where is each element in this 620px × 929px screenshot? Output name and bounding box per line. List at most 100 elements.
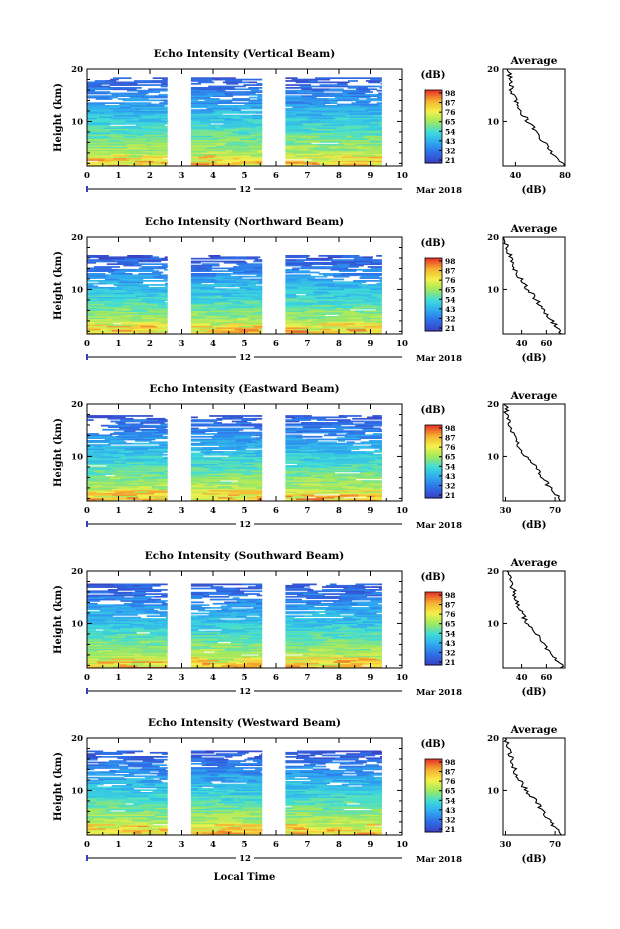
heatmap-cell <box>236 422 252 424</box>
heatmap-cell <box>160 829 168 832</box>
heatmap-cell <box>133 756 146 758</box>
heatmap-cell <box>113 584 134 587</box>
heatmap-cell <box>312 627 340 630</box>
heatmap-cell <box>125 810 145 812</box>
heatmap-cell <box>371 648 381 651</box>
heatmap-cell <box>236 438 261 441</box>
heatmap-cell <box>214 654 242 656</box>
heatmap-cell <box>229 491 257 494</box>
heatmap-cell <box>298 278 309 281</box>
heatmap-cell <box>326 163 344 165</box>
heatmap-cell <box>285 460 304 463</box>
heatmap-cell <box>190 459 202 462</box>
heatmap-cell <box>110 445 122 448</box>
heatmap-cell <box>110 160 135 163</box>
heatmap-cell <box>134 658 156 661</box>
heatmap-cell <box>318 772 341 775</box>
heatmap-cell <box>229 627 245 630</box>
heatmap-cell <box>151 469 160 471</box>
heatmap-cell <box>292 417 308 420</box>
heatmap-cell <box>328 821 351 823</box>
heatmap-cell <box>246 143 262 146</box>
heatmap-cell <box>285 455 305 458</box>
heatmap-cell <box>158 430 168 433</box>
heatmap-cell <box>140 456 165 459</box>
heatmap-cell <box>244 641 263 644</box>
heatmap-cell <box>87 643 103 645</box>
heatmap-cell <box>229 163 242 165</box>
heatmap-cell <box>308 442 319 445</box>
heatmap-cell <box>285 156 304 159</box>
colorbar-segment <box>425 93 442 97</box>
heatmap-cell <box>351 584 365 587</box>
heatmap-cell <box>225 329 240 332</box>
heatmap-cell <box>159 778 168 780</box>
heatmap-cell <box>299 488 319 491</box>
heatmap-cell <box>296 328 321 331</box>
heatmap-cell <box>334 304 363 307</box>
heatmap-cell <box>142 499 149 502</box>
heatmap-cell <box>87 161 103 164</box>
heatmap-cell <box>224 601 234 604</box>
heatmap-cell <box>328 605 352 608</box>
heatmap-cell <box>87 127 97 129</box>
heatmap-cell <box>322 89 348 92</box>
heatmap-cell <box>190 485 219 488</box>
heatmap-cell <box>144 783 155 786</box>
heatmap-cell <box>317 823 346 826</box>
colorbar-segment <box>425 99 442 102</box>
heatmap-cell <box>120 648 143 651</box>
heatmap-cell <box>105 792 118 794</box>
heatmap-cell <box>353 790 371 793</box>
heatmap-cell <box>122 132 139 135</box>
heatmap-cell <box>213 789 236 792</box>
heatmap-cell <box>285 419 311 421</box>
heatmap-cell <box>370 295 382 297</box>
heatmap-cell <box>371 828 382 830</box>
heatmap-cell <box>155 280 168 282</box>
heatmap-cell <box>243 153 263 156</box>
heatmap-cell <box>211 164 224 167</box>
heatmap-cell <box>250 127 263 129</box>
heatmap-cell <box>285 623 293 626</box>
colorbar-segment <box>425 450 442 453</box>
heatmap-cell <box>190 456 205 459</box>
colorbar-segment <box>425 285 442 288</box>
heatmap-cell <box>358 622 376 625</box>
heatmap-cell <box>208 267 230 270</box>
heatmap-cell <box>260 452 263 455</box>
heatmap-cell <box>198 666 224 669</box>
heatmap-cell <box>190 794 201 797</box>
heatmap-cell <box>190 792 209 794</box>
colorbar-segment <box>425 648 442 651</box>
colorbar-segment <box>425 268 442 272</box>
heatmap-cell <box>146 817 168 819</box>
heatmap-cell <box>120 106 132 109</box>
heatmap-cell <box>161 259 168 261</box>
heatmap-cell <box>112 765 134 768</box>
heatmap-cell <box>227 651 251 654</box>
heatmap-cell <box>190 663 203 666</box>
heatmap-cell <box>318 481 339 484</box>
heatmap-cell <box>367 783 382 786</box>
heatmap-cell <box>96 789 111 792</box>
heatmap-cell <box>146 331 168 333</box>
colorbar-segment <box>425 659 442 662</box>
heatmap-cell <box>285 303 298 306</box>
heatmap-cell <box>348 469 358 471</box>
heatmap-cell <box>320 120 347 123</box>
heatmap-cell <box>87 105 110 107</box>
heatmap-cell <box>125 779 134 782</box>
heatmap-cell <box>370 811 379 814</box>
beam-panel-4: Echo Intensity (Westward Beam)0 1 2 3 4 5 6 7 8 9… <box>53 717 566 865</box>
heatmap-cell <box>285 600 309 602</box>
heatmap-cell <box>335 81 350 84</box>
heatmap-cell <box>323 102 332 105</box>
heatmap-cell <box>334 453 359 456</box>
heatmap-cell <box>103 793 128 796</box>
heatmap-cell <box>362 93 378 96</box>
heatmap-cell <box>257 124 263 127</box>
heatmap-cell <box>190 659 199 662</box>
heatmap-cell <box>319 135 347 138</box>
heatmap-cell <box>101 786 122 789</box>
